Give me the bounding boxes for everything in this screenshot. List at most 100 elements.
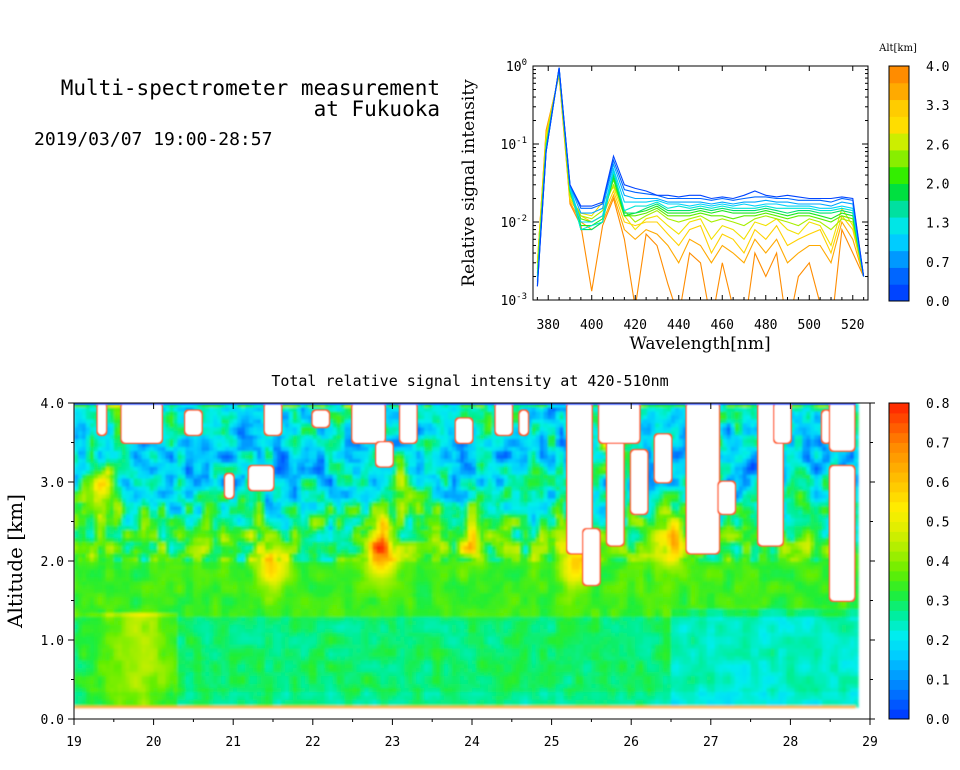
heatmap-cell — [193, 655, 198, 661]
heatmap-cell — [312, 612, 318, 617]
heatmap-cell — [97, 624, 103, 629]
heatmap-cell — [209, 671, 214, 677]
heatmap-cell — [82, 636, 87, 641]
heatmap-cell — [185, 470, 190, 475]
heatmap-cell — [117, 671, 123, 677]
heatmap-cell — [221, 549, 226, 554]
heatmap-cell — [261, 497, 266, 503]
heatmap-cell — [169, 620, 175, 625]
heatmap-cell — [288, 667, 294, 673]
heatmap-cell — [292, 541, 298, 546]
heatmap-cell — [265, 703, 270, 708]
heatmap-cell — [261, 679, 266, 685]
heatmap-cell — [296, 426, 302, 432]
heatmap-cell — [201, 446, 206, 451]
heatmap-cell — [281, 470, 286, 475]
heatmap-cell — [265, 675, 270, 681]
heatmap-cell — [101, 596, 107, 602]
heatmap-cell — [173, 624, 179, 629]
heatmap-cell — [281, 478, 286, 483]
heatmap-cell — [300, 470, 306, 475]
heatmap-cell — [193, 493, 198, 499]
heatmap-cell — [265, 549, 270, 554]
heatmap-cell — [169, 446, 175, 451]
heatmap-cell — [277, 636, 282, 641]
heatmap-cell — [308, 410, 314, 416]
heatmap-cell — [89, 537, 95, 542]
heatmap-cell — [316, 430, 322, 436]
heatmap-cell — [169, 671, 175, 677]
heatmap-cell — [153, 703, 159, 708]
heatmap-cell — [284, 403, 290, 408]
heatmap-cell — [201, 466, 206, 471]
heatmap-cell — [153, 568, 159, 574]
heatmap-cell — [312, 667, 318, 673]
heatmap-cell — [173, 470, 179, 475]
heatmap-cell — [320, 643, 326, 649]
heatmap-cell — [225, 545, 230, 550]
measurement-datetime: 2019/03/07 19:00-28:57 — [34, 129, 272, 150]
heatmap-cell — [117, 651, 123, 657]
heatmap-cell — [257, 410, 262, 416]
heatmap-cell — [141, 553, 147, 558]
heatmap-cell — [109, 671, 115, 677]
heatmap-cell — [237, 620, 242, 625]
heatmap-cell — [189, 489, 194, 495]
heatmap-cell — [229, 647, 234, 653]
heatmap-cell — [261, 647, 266, 653]
heatmap-cell — [312, 541, 318, 546]
heatmap-cell — [221, 596, 226, 602]
heatmap-cell — [284, 612, 290, 617]
heatmap-cell — [296, 497, 302, 503]
heatmap-cell — [241, 584, 246, 590]
heatmap-cell — [312, 695, 318, 700]
heatmap-cell — [225, 568, 230, 574]
heatmap-cell — [153, 493, 159, 499]
altitude-colorbar-tick-label: 3.3 — [926, 99, 949, 114]
heatmap-cell — [253, 679, 258, 685]
heatmap-cell — [149, 580, 155, 586]
heatmap-cell — [312, 407, 318, 412]
heatmap-cell — [249, 541, 254, 546]
heatmap-cell — [85, 513, 91, 519]
heatmap-cell — [93, 430, 99, 436]
heatmap-cell — [249, 604, 254, 609]
heatmap-cell — [229, 624, 234, 629]
heatmap-cell — [193, 608, 198, 613]
heatmap-cell — [117, 557, 123, 562]
heatmap-cell — [304, 553, 310, 558]
heatmap-cell — [117, 446, 123, 451]
heatmap-cell — [261, 612, 266, 617]
heatmap-cell — [265, 561, 270, 566]
heatmap-cell — [261, 403, 266, 408]
heatmap-cell — [225, 636, 230, 641]
heatmap-cell — [296, 576, 302, 582]
heatmap-cell — [209, 588, 214, 594]
heatmap-cell — [129, 636, 135, 641]
heatmap-cell — [245, 505, 250, 511]
heatmap-cell — [217, 407, 222, 412]
heatmap-cell — [89, 580, 95, 586]
heatmap-cell — [133, 462, 139, 467]
heatmap-cell — [85, 478, 91, 483]
heatmap-cell — [82, 470, 87, 475]
heatmap-cell — [145, 632, 151, 637]
heatmap-cell — [141, 608, 147, 613]
heatmap-cell — [201, 541, 206, 546]
heatmap-cell — [205, 695, 210, 700]
heatmap-cell — [149, 450, 155, 455]
heatmap-cell — [261, 667, 266, 673]
heatmap-cell — [93, 537, 99, 542]
heatmap-cell — [257, 616, 262, 621]
heatmap-cell — [129, 450, 135, 455]
heatmap-cell — [273, 525, 278, 531]
heatmap-cell — [229, 446, 234, 451]
heatmap-cell — [165, 521, 171, 527]
heatmap-cell — [185, 636, 190, 641]
heatmap-cell — [257, 422, 262, 428]
heatmap-cell — [145, 675, 151, 681]
heatmap-cell — [316, 695, 322, 700]
heatmap-cell — [109, 517, 115, 523]
heatmap-cell — [117, 418, 123, 424]
heatmap-cell — [185, 640, 190, 645]
